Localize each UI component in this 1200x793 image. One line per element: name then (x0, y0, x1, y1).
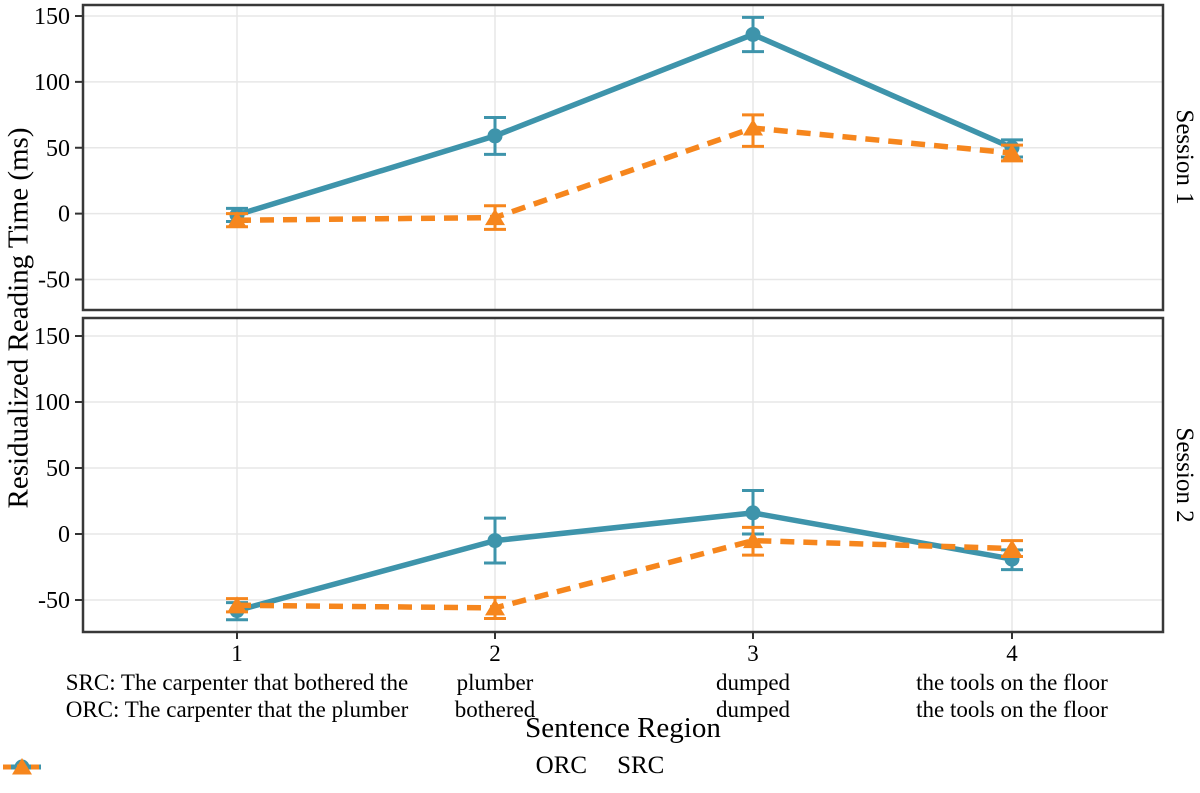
y-tick-label: 100 (34, 70, 70, 96)
y-tick-label: 0 (58, 202, 70, 228)
x-tick-label-region-3: 3 dumped dumped (538, 640, 968, 723)
series-line-orc (236, 31, 1014, 218)
orc-sentence-text: dumped (715, 697, 791, 722)
y-tick-label: 0 (58, 522, 70, 548)
y-axis-title: Residualized Reading Time (ms) (2, 127, 35, 509)
orc-sentence-text: the tools on the floor (916, 697, 1108, 722)
y-tick-label: 150 (34, 324, 70, 350)
panel-border (81, 3, 1165, 312)
panel-session-1: 150 100 50 0 -50 (34, 3, 1165, 312)
legend-label-orc: ORC (535, 752, 588, 779)
series-line-orc (236, 510, 1013, 614)
data-point-src-triangle (1002, 539, 1022, 557)
y-tick-label: 50 (46, 456, 70, 482)
x-tick-label-region-1: 1 SRC: The carpenter that bothered the ORC… (22, 640, 452, 723)
src-sentence-text: dumped (715, 670, 791, 695)
y-tick-label: -50 (38, 588, 70, 614)
data-point-src-triangle (227, 211, 247, 228)
legend: ORC SRC (0, 752, 1200, 780)
y-tick-label: 50 (46, 136, 70, 162)
x-tick-number: 1 (231, 641, 243, 666)
data-point-orc-circle (487, 128, 503, 144)
data-point-orc-circle (745, 26, 761, 42)
data-point-src-triangle (1002, 144, 1022, 161)
x-tick-number: 4 (1006, 641, 1018, 666)
facet-strip-session-1: Session 1 (1171, 109, 1198, 205)
src-sentence-text: SRC: The carpenter that bothered the (65, 670, 409, 695)
legend-entry-orc: ORC (3, 752, 588, 780)
data-point-orc-circle (487, 533, 503, 549)
x-tick-number: 3 (747, 641, 759, 666)
src-dashed-line-triangle-key-icon (3, 758, 41, 775)
data-point-orc-circle (745, 505, 761, 521)
y-tick-label: 100 (34, 390, 70, 416)
legend-entry-src: SRC (3, 752, 665, 780)
data-point-src-triangle (485, 598, 505, 616)
facet-strip-session-2: Session 2 (1171, 427, 1198, 523)
src-sentence-text: the tools on the floor (916, 670, 1108, 695)
y-tick-label: -50 (38, 268, 70, 294)
data-point-src-triangle (485, 208, 505, 226)
src-sentence-text: plumber (456, 670, 534, 695)
panel-border (81, 316, 1165, 634)
data-point-src-triangle (743, 118, 763, 136)
x-tick-label-region-4: 4 the tools on the floor the tools on the … (797, 640, 1200, 723)
x-tick-label-region-2: 2 plumber bothered (280, 640, 710, 723)
x-axis-title: Sentence Region (525, 712, 721, 744)
orc-sentence-text: bothered (454, 697, 536, 722)
series-line-src (236, 125, 1013, 223)
y-tick-label: 150 (34, 4, 70, 30)
series-line-src (236, 537, 1013, 611)
panel-session-2: 150 100 50 0 -50 (34, 316, 1165, 634)
data-point-src-triangle (743, 531, 763, 549)
x-tick-number: 2 (489, 641, 501, 666)
data-point-src-triangle (227, 596, 247, 613)
orc-sentence-text: ORC: The carpenter that the plumber (65, 697, 409, 722)
legend-label-src: SRC (617, 752, 665, 779)
